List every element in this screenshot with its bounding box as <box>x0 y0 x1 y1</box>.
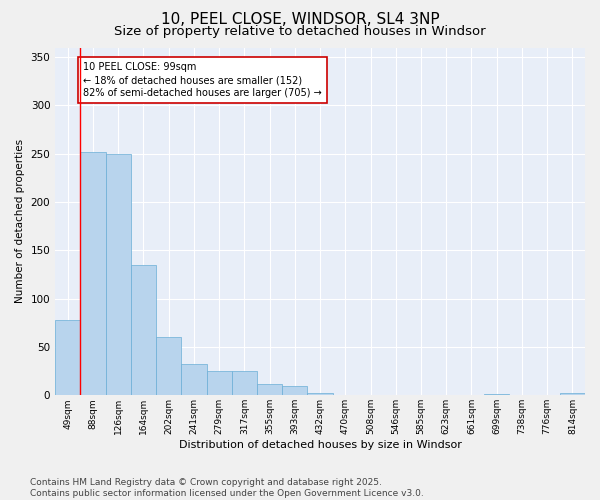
Text: 10 PEEL CLOSE: 99sqm
← 18% of detached houses are smaller (152)
82% of semi-deta: 10 PEEL CLOSE: 99sqm ← 18% of detached h… <box>83 62 322 98</box>
Text: 10, PEEL CLOSE, WINDSOR, SL4 3NP: 10, PEEL CLOSE, WINDSOR, SL4 3NP <box>161 12 439 28</box>
Bar <box>232 371 257 396</box>
Bar <box>106 154 131 396</box>
Bar <box>181 364 206 396</box>
Bar <box>156 338 181 396</box>
Bar <box>560 394 585 396</box>
Bar <box>307 394 332 396</box>
Bar <box>282 386 307 396</box>
Bar <box>257 384 282 396</box>
Bar <box>131 265 156 396</box>
Bar <box>484 394 509 396</box>
Bar <box>206 371 232 396</box>
Text: Size of property relative to detached houses in Windsor: Size of property relative to detached ho… <box>114 25 486 38</box>
Bar <box>80 152 106 396</box>
Bar <box>55 320 80 396</box>
Y-axis label: Number of detached properties: Number of detached properties <box>15 140 25 304</box>
X-axis label: Distribution of detached houses by size in Windsor: Distribution of detached houses by size … <box>179 440 461 450</box>
Text: Contains HM Land Registry data © Crown copyright and database right 2025.
Contai: Contains HM Land Registry data © Crown c… <box>30 478 424 498</box>
